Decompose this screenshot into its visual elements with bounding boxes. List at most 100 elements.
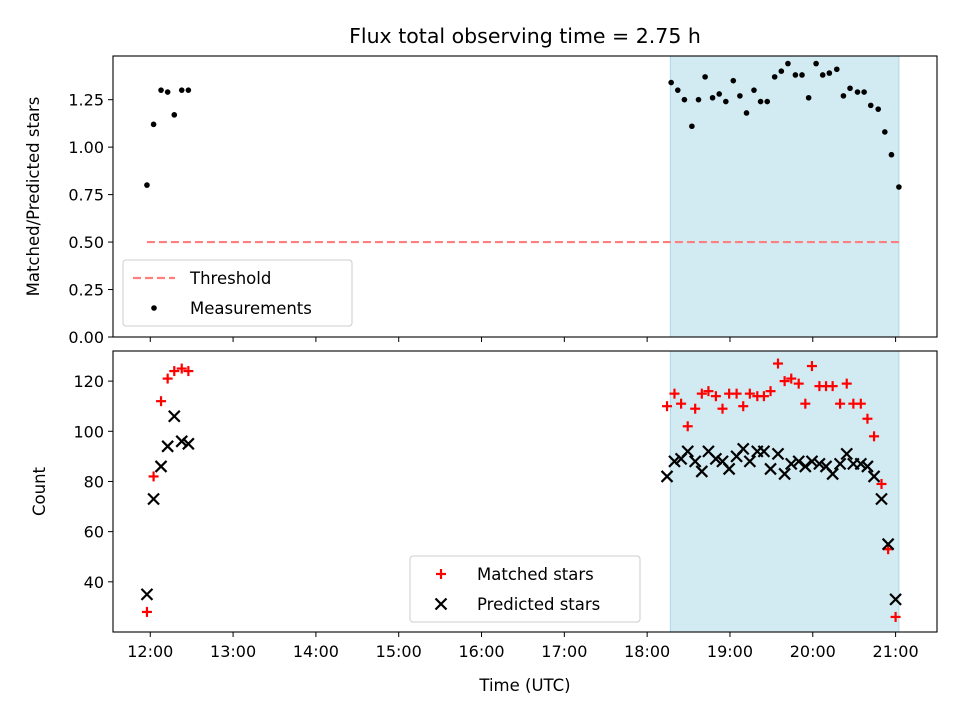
predicted-stars-point-b [799,460,812,473]
predicted-stars-point [861,460,874,473]
measurements-point [861,89,867,95]
predicted-stars-point [660,470,674,483]
predicted-stars-point [889,593,902,606]
matched-stars-point [696,388,707,399]
matched-stars-point [176,363,187,374]
measurements-point [771,74,778,80]
measurements-point [158,87,164,93]
measurements-point [819,72,826,78]
predicted-stars-point [681,445,695,458]
predicted-stars-point-b [854,457,868,471]
predicted-stars-point [147,492,160,506]
matched-stars-point [703,386,714,397]
panel-1-frame [112,55,938,338]
measurements-point [867,102,874,109]
panel-2-ytick-label: 120 [73,372,104,391]
measurements-point [689,123,695,130]
panel-2-xtick-label: 18:00 [624,642,670,661]
matched-stars-point [841,378,852,389]
legend-box [409,555,641,623]
measurements-point [826,70,833,76]
predicted-stars-point [833,457,847,471]
legend-matched-stars-swatch [436,569,446,579]
panel-2-xtick-label: 16:00 [458,642,504,661]
panel-2-xtick-label: 13:00 [210,642,256,661]
matched-stars-point [869,431,880,442]
panel-2-xtick-label: 12:00 [127,642,173,661]
panel-2-frame [112,350,938,633]
predicted-stars-point-b [764,462,777,476]
measurements-point [178,87,185,93]
measurements-point [150,121,157,128]
matched-stars-point [800,398,811,409]
predicted-stars-point-b [660,470,674,483]
matched-stars-point [786,373,797,384]
measurements-point [888,151,895,158]
predicted-stars-point [826,467,839,481]
predicted-stars-point [182,437,195,451]
predicted-stars-point [161,440,174,453]
predicted-stars-point [743,455,757,468]
legend-box [122,259,353,327]
predicted-stars-point-b [867,470,881,483]
predicted-stars-point [722,462,736,476]
predicted-stars-point-b [889,593,902,606]
panel-2-xtick-label: 15:00 [376,642,422,661]
panel-1-ytick-label: 0.00 [68,328,104,347]
predicted-stars-point [771,447,785,461]
predicted-stars-point-b [792,455,805,468]
matched-stars-point [682,421,693,432]
measurements-point [702,74,708,80]
measurements-point [737,93,743,99]
predicted-stars-point-b [695,465,709,478]
predicted-stars-point-b [681,445,695,458]
matched-stars-point [772,358,783,369]
predicted-stars-point [867,470,881,483]
legend-matched-stars-label: Matched stars [477,565,594,584]
panel-2-xtick-label: 20:00 [790,642,836,661]
predicted-stars-point [154,460,168,473]
panel-1-ytick-label: 0.50 [68,233,104,252]
matched-stars-point [169,366,180,377]
panel-2-series-matched-stars [141,358,901,622]
predicted-stars-point [778,467,791,481]
panel-1-legend: Threshold Measurements [122,259,353,327]
measurements-point [730,77,737,84]
panel-1-ytick-label: 0.25 [68,281,104,300]
matched-stars-point [717,403,728,414]
predicted-stars-point [792,455,805,468]
ratio-panel: 0.00 0.25 0.50 0.75 1.00 1.25 Matched/Predicte… [24,55,938,347]
predicted-stars-point [757,445,771,458]
matched-stars-point [738,401,749,412]
panel-2-ytick-label: 60 [84,523,104,542]
legend-measurements-label: Measurements [190,299,312,318]
measurements-point [695,96,702,103]
measurements-point [778,68,785,74]
panel-2-xlabel: Time (UTC) [478,676,570,695]
matched-stars-point [744,388,755,399]
count-panel: 40 60 80 100 120 12:00 13:00 14:00 15:00 16:00 17:… [30,350,938,695]
predicted-stars-point-b [140,588,154,601]
measurements-point [840,93,847,99]
matched-stars-point [148,471,159,482]
panel-2-series-predicted-stars [140,409,902,606]
predicted-stars-point-b [813,457,826,471]
measurements-point [813,60,819,67]
predicted-stars-point-b [168,409,181,423]
measurements-point [847,85,853,92]
figure-title: Flux total observing time = 2.75 h [349,24,701,48]
legend-predicted-stars-label: Predicted stars [477,595,600,614]
measurements-point [764,98,771,105]
measurements-point [896,184,902,190]
matched-stars-point [662,401,673,412]
predicted-stars-point-b [875,492,888,506]
panel-2-ytick-label: 40 [84,573,104,592]
predicted-stars-point-b [784,457,798,471]
measurements-point [854,89,861,95]
matched-stars-point [793,378,804,389]
predicted-stars-point-b [778,467,791,481]
measurements-point [716,91,722,97]
predicted-stars-point [688,455,702,468]
measurements-point [681,96,688,103]
predicted-stars-point-b [757,445,771,458]
